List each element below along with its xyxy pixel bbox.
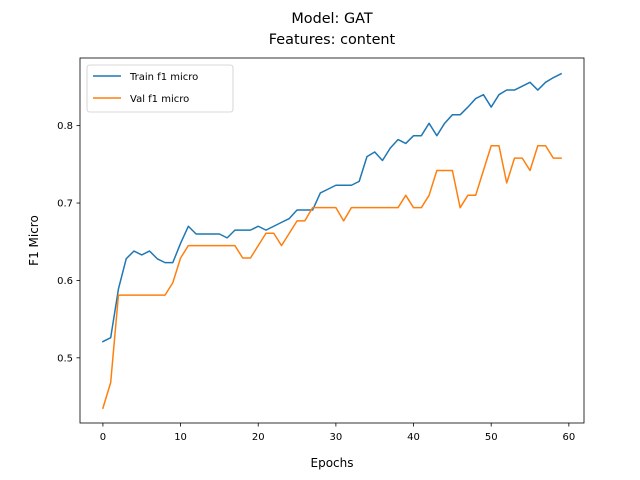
series-line-train — [101, 72, 563, 343]
x-axis-label: Epochs — [311, 456, 354, 470]
y-tick-label: 0.8 — [57, 121, 73, 132]
x-tick-label: 0 — [100, 432, 106, 443]
y-tick-label: 0.7 — [57, 199, 73, 210]
y-axis-label: F1 Micro — [27, 215, 41, 266]
legend-label: Val f1 micro — [130, 94, 189, 105]
legend: Train f1 micro Val f1 micro — [86, 64, 234, 113]
x-axis-ticks: 0 10 20 30 40 50 60 — [100, 423, 575, 443]
chart-subtitle: Features: content — [269, 32, 396, 48]
x-tick-label: 10 — [174, 432, 187, 443]
x-tick-label: 20 — [252, 432, 265, 443]
x-tick-label: 30 — [330, 432, 343, 443]
plot-lines — [101, 72, 563, 410]
x-tick-label: 40 — [407, 432, 420, 443]
x-tick-label: 50 — [485, 432, 498, 443]
legend-label: Train f1 micro — [129, 72, 198, 83]
series-line-val — [101, 145, 562, 410]
y-axis-ticks: 0.5 0.6 0.7 0.8 — [57, 121, 80, 364]
legend-box — [86, 64, 234, 113]
axes-frame — [79, 57, 585, 424]
y-tick-label: 0.5 — [57, 353, 73, 364]
y-tick-label: 0.6 — [57, 276, 73, 287]
x-tick-label: 60 — [562, 432, 575, 443]
chart-title: Model: GAT — [291, 11, 373, 27]
